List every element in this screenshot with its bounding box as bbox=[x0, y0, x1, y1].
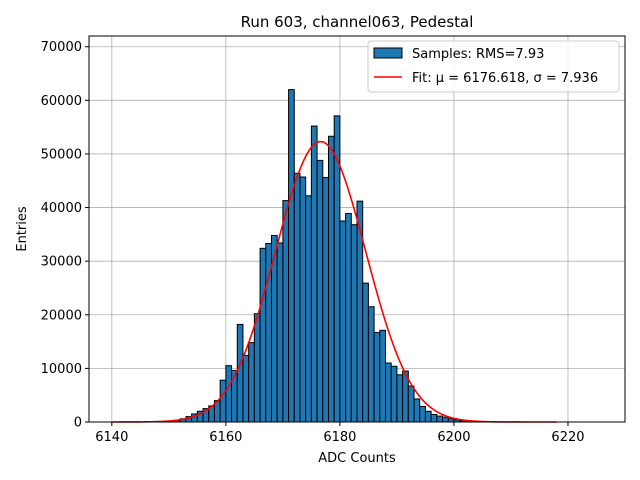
histogram-bar bbox=[236, 323, 244, 423]
x-tick-label: 6160 bbox=[209, 430, 242, 445]
y-tick-label: 30000 bbox=[41, 255, 82, 270]
histogram-bar bbox=[436, 415, 444, 423]
x-tick-label: 6200 bbox=[437, 430, 470, 445]
y-tick-label: 10000 bbox=[41, 362, 82, 377]
histogram-bar bbox=[350, 224, 358, 423]
histogram-bar bbox=[299, 176, 307, 423]
legend-box bbox=[367, 40, 620, 93]
histogram-bar bbox=[327, 135, 335, 423]
plot-frame bbox=[88, 35, 626, 423]
histogram-bar bbox=[419, 405, 426, 423]
y-tick-label: 0 bbox=[74, 416, 82, 431]
histogram-bar bbox=[362, 282, 369, 423]
histogram-bar bbox=[385, 362, 392, 423]
histogram-bar bbox=[248, 342, 255, 423]
histogram-bar bbox=[253, 313, 261, 423]
histogram-bar bbox=[339, 220, 347, 423]
x-axis-label: ADC Counts bbox=[318, 451, 396, 466]
histogram-bar bbox=[276, 242, 284, 423]
histogram-bar bbox=[390, 365, 398, 423]
histogram-bar bbox=[282, 200, 290, 423]
histogram-bar bbox=[333, 115, 341, 423]
legend: Samples: RMS=7.93 Fit: μ = 6176.618, σ =… bbox=[367, 40, 620, 93]
histogram-bar bbox=[231, 370, 238, 423]
x-tick-label: 6180 bbox=[323, 430, 356, 445]
histogram-bar bbox=[373, 331, 381, 423]
histogram-bar bbox=[396, 374, 404, 423]
histogram-bar bbox=[442, 416, 449, 423]
histogram-bar bbox=[219, 379, 227, 423]
histogram-bar bbox=[305, 195, 312, 423]
histogram-bar bbox=[322, 177, 329, 423]
histogram-bar bbox=[293, 172, 301, 423]
histogram-bar bbox=[225, 365, 233, 423]
histogram-bar bbox=[242, 355, 250, 423]
histogram-bar bbox=[424, 410, 432, 423]
legend-samples-label: Samples: RMS=7.93 bbox=[412, 47, 544, 62]
histogram-bar bbox=[407, 385, 415, 423]
histogram-bar bbox=[430, 413, 438, 423]
chart-title: Run 603, channel063, Pedestal bbox=[241, 13, 474, 31]
y-axis-label: Entries bbox=[15, 206, 30, 252]
y-axis-ticks: 0 10000 20000 30000 40000 50000 60000 70000 bbox=[41, 40, 89, 431]
y-tick-label: 70000 bbox=[41, 40, 82, 55]
x-tick-label: 6140 bbox=[95, 430, 128, 445]
y-tick-label: 40000 bbox=[41, 201, 82, 216]
legend-bar-swatch bbox=[373, 47, 403, 59]
y-tick-label: 20000 bbox=[41, 308, 82, 323]
histogram-bars bbox=[174, 89, 472, 423]
histogram-bar bbox=[367, 306, 375, 423]
histogram-bar bbox=[259, 247, 267, 423]
histogram-bar bbox=[379, 329, 387, 423]
histogram-bar bbox=[345, 212, 352, 423]
y-tick-label: 50000 bbox=[41, 147, 82, 162]
legend-fit-label: Fit: μ = 6176.618, σ = 7.936 bbox=[412, 71, 598, 86]
histogram-bar bbox=[288, 89, 295, 423]
x-tick-label: 6220 bbox=[551, 430, 584, 445]
y-tick-label: 60000 bbox=[41, 94, 82, 109]
x-axis-ticks: 6140 6160 6180 6200 6220 bbox=[95, 422, 585, 445]
histogram-bar bbox=[310, 125, 318, 423]
histogram-bar bbox=[316, 159, 324, 423]
histogram-bar bbox=[413, 398, 421, 423]
